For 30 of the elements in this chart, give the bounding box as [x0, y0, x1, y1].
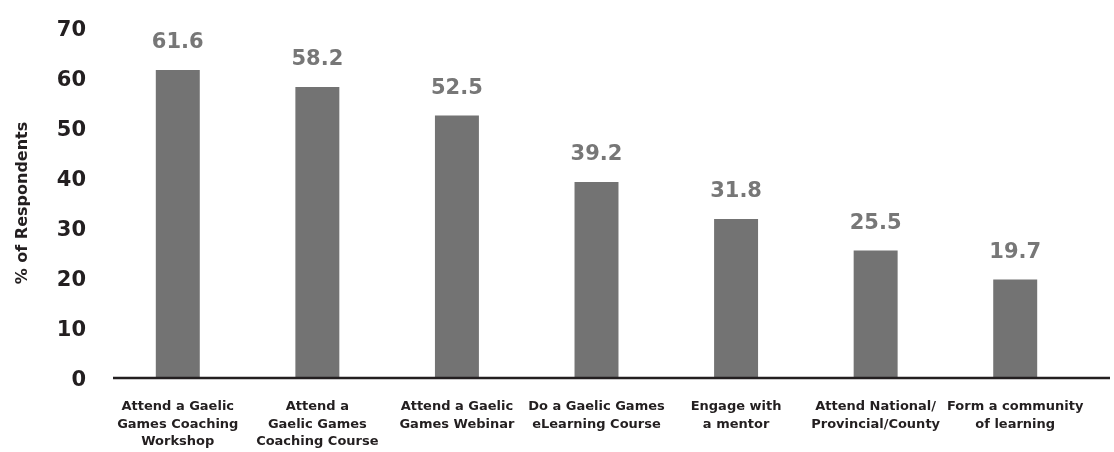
- bar: [993, 279, 1038, 378]
- data-label: 25.5: [849, 209, 902, 234]
- data-label: 39.2: [570, 141, 623, 165]
- bar: [714, 219, 759, 378]
- data-label: 31.8: [710, 178, 762, 202]
- y-tick-label: 60: [56, 66, 86, 91]
- data-label: 19.7: [989, 238, 1042, 263]
- x-tick-label: Do a Gaelic Games eLearning Course: [528, 398, 666, 431]
- x-tick-label: Attend a Gaelic Games Coaching Course: [256, 398, 379, 448]
- y-tick-label: 30: [56, 216, 86, 241]
- bar: [155, 70, 200, 378]
- bar: [853, 250, 898, 378]
- y-tick-label: 50: [56, 116, 86, 141]
- data-label: 61.6: [151, 29, 204, 53]
- x-tick-label: Form a community of learning: [946, 398, 1084, 431]
- x-tick-label: Engage with a mentor: [690, 398, 782, 431]
- y-tick-label: 10: [56, 316, 86, 341]
- y-axis-title: % of Respondents: [12, 121, 31, 285]
- data-label: 52.5: [431, 74, 483, 99]
- x-tick-label: Attend a Gaelic Games Coaching Workshop: [117, 398, 239, 448]
- y-tick-label: 40: [56, 166, 86, 191]
- data-label: 58.2: [291, 46, 344, 70]
- x-tick-label: Attend National/ Provincial/County: [811, 398, 941, 431]
- bar: [574, 182, 619, 378]
- x-tick-label: Attend a Gaelic Games Webinar: [399, 398, 515, 431]
- bar: [295, 87, 340, 378]
- y-tick-label: 0: [71, 366, 86, 391]
- y-tick-label: 20: [56, 266, 86, 291]
- bar: [434, 115, 479, 378]
- y-tick-label: 70: [56, 16, 86, 41]
